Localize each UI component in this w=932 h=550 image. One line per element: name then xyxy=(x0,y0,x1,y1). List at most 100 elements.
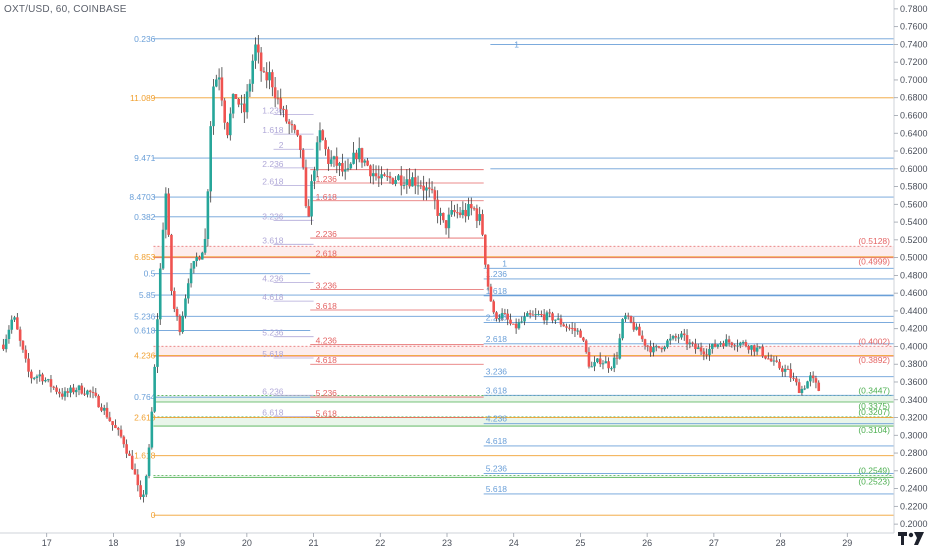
y-tick-label: 0.3000 xyxy=(900,430,928,440)
candle-body xyxy=(556,318,560,320)
y-tick-label: 0.6200 xyxy=(900,146,928,156)
x-tick-label: 19 xyxy=(175,538,185,548)
candle-body xyxy=(4,339,8,350)
candle-body xyxy=(489,286,493,302)
fib-level-label: 0.5 xyxy=(144,269,156,279)
candle-body xyxy=(761,346,765,356)
candle-body xyxy=(63,391,67,397)
x-tick-label: 29 xyxy=(842,538,852,548)
candle-body xyxy=(612,357,616,369)
candle-body xyxy=(573,328,577,331)
candle-body xyxy=(167,193,170,235)
candle-body xyxy=(243,103,246,113)
candle-body xyxy=(475,208,479,221)
zone-band xyxy=(153,346,894,357)
fib-ext-label: 5.236 xyxy=(262,328,284,338)
candle-body xyxy=(576,330,580,332)
candle-body xyxy=(388,176,392,179)
candle-body xyxy=(285,109,288,122)
candle-body xyxy=(72,387,75,393)
x-tick-label: 28 xyxy=(776,538,786,548)
candle-body xyxy=(55,387,58,392)
candle-body xyxy=(262,71,266,73)
candle-body xyxy=(736,345,739,347)
candle-body xyxy=(817,382,821,391)
candle-body xyxy=(568,327,571,329)
candle-body xyxy=(119,429,123,437)
fib-level-label: 1.618 xyxy=(134,451,156,461)
y-tick-label: 0.5400 xyxy=(900,217,928,227)
candle-body xyxy=(615,357,619,359)
candle-body xyxy=(170,234,173,291)
candle-body xyxy=(349,163,353,169)
candle-body xyxy=(231,94,235,114)
candle-body xyxy=(534,314,538,316)
candle-body xyxy=(621,319,624,339)
candles-layer xyxy=(2,35,821,503)
candle-body xyxy=(750,345,753,350)
candle-body xyxy=(80,385,84,394)
candle-body xyxy=(512,323,515,325)
candle-body xyxy=(509,319,512,324)
zone-label: (0.3892) xyxy=(858,355,890,365)
candle-body xyxy=(18,329,22,341)
zone-label: (0.2523) xyxy=(858,477,890,487)
zone-label: (0.4002) xyxy=(858,336,890,346)
fib-red-label: 3.618 xyxy=(316,301,338,311)
candle-body xyxy=(94,392,98,396)
candle-body xyxy=(44,380,47,382)
fib-level-label: 0.236 xyxy=(134,34,156,44)
candle-body xyxy=(234,94,238,99)
candle-body xyxy=(797,382,801,394)
candle-body xyxy=(248,83,252,92)
candle-body xyxy=(629,316,633,323)
fib-ext-label: 4.236 xyxy=(262,273,284,283)
candle-body xyxy=(523,316,526,322)
candle-body xyxy=(237,98,241,105)
candle-body xyxy=(565,326,568,328)
candle-body xyxy=(290,124,294,126)
fib-level-label: 5.85 xyxy=(139,290,156,300)
fib-level-label: 0.382 xyxy=(134,212,156,222)
candle-body xyxy=(795,378,798,383)
candle-body xyxy=(545,312,549,321)
candle-body xyxy=(100,407,103,411)
y-tick-label: 0.7400 xyxy=(900,39,928,49)
candle-body xyxy=(455,212,459,214)
candle-body xyxy=(626,315,630,317)
candle-body xyxy=(374,173,378,177)
candle-body xyxy=(719,343,722,345)
fib-right-label: 3.618 xyxy=(486,385,508,395)
candle-body xyxy=(27,358,30,372)
candle-body xyxy=(254,44,257,61)
candle-body xyxy=(214,79,218,87)
candle-body xyxy=(245,91,249,113)
candle-body xyxy=(88,390,92,392)
candle-body xyxy=(506,313,510,320)
zone-label: (0.3375) xyxy=(858,401,890,411)
candle-body xyxy=(514,323,518,329)
candle-body xyxy=(741,342,745,344)
y-tick-label: 0.4000 xyxy=(900,341,928,351)
candle-body xyxy=(486,264,490,287)
candle-body xyxy=(203,238,207,253)
candle-body xyxy=(329,159,333,164)
candle-body xyxy=(69,387,72,393)
candle-body xyxy=(287,121,291,125)
candle-body xyxy=(32,377,36,379)
candle-body xyxy=(397,175,400,180)
levels-layer: 0.236 11.089 9.471 8.4703 0.382 6.853 0.5 5.85 5… xyxy=(129,34,894,520)
y-tick-label: 0.5600 xyxy=(900,199,928,209)
candle-body xyxy=(492,301,496,313)
candle-body xyxy=(102,407,106,411)
candle-body xyxy=(688,342,692,345)
y-tick-label: 0.7600 xyxy=(900,22,928,32)
candle-body xyxy=(764,355,767,359)
candle-body xyxy=(699,347,703,352)
candle-body xyxy=(279,98,283,109)
fib-ext-label: 1.618 xyxy=(262,125,284,135)
candle-body xyxy=(13,317,16,320)
candle-body xyxy=(35,376,39,378)
x-tick-label: 22 xyxy=(375,538,385,548)
